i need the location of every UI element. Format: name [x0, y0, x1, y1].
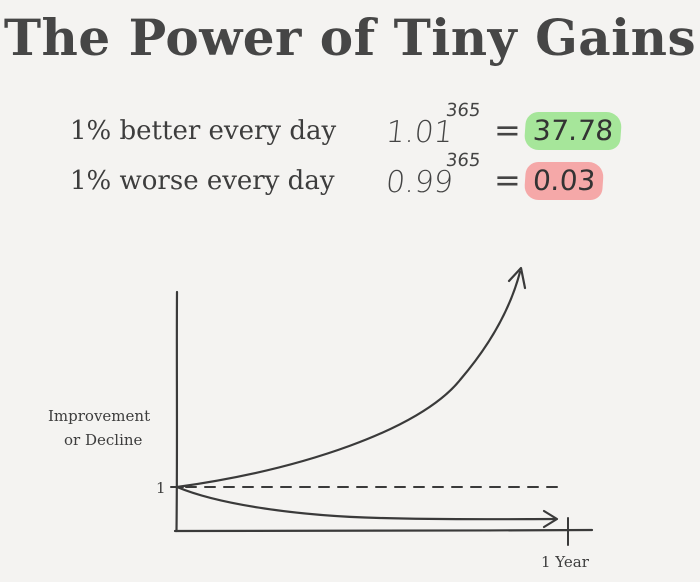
equation-better-row: 1% better every day 1.01 365 = 37.78	[0, 100, 700, 154]
baseline-tick-label: 1	[156, 479, 166, 497]
equation-better-equals: =	[494, 111, 521, 149]
decline-curve	[175, 485, 558, 521]
improvement-arrowhead	[507, 266, 527, 290]
equation-worse-row: 1% worse every day 0.99 365 = 0.03	[0, 150, 700, 204]
y-axis-label: Improvement or Decline	[48, 404, 150, 452]
decline-arrowhead	[542, 509, 559, 529]
equation-better-label: 1% better every day	[70, 116, 337, 146]
equation-worse-equals: =	[494, 161, 521, 199]
x-axis	[173, 528, 594, 533]
y-axis	[175, 290, 179, 533]
x-axis-label: 1 Year	[541, 553, 589, 571]
y-axis-label-line-1: Improvement	[48, 407, 151, 425]
equation-worse-label: 1% worse every day	[70, 166, 335, 196]
improvement-curve	[175, 270, 522, 489]
y-axis-label-line-2: or Decline	[64, 431, 143, 449]
page-title: The Power of Tiny Gains	[3, 8, 697, 67]
